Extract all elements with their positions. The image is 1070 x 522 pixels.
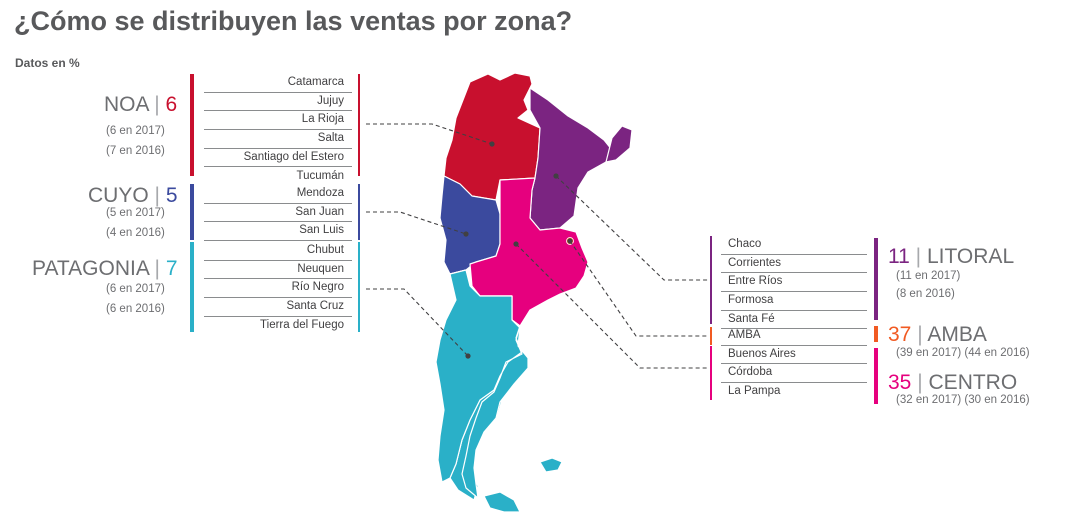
noa-value: 6 [165, 93, 178, 116]
centro-heading: 35 | CENTRO [888, 371, 1017, 395]
marker-cuyo [463, 231, 469, 237]
marker-centro [513, 241, 519, 247]
marker-litoral [553, 173, 559, 179]
province-salta: Salta [204, 130, 352, 149]
litoral-2017: (11 en 2017) [896, 270, 961, 282]
centro-color-bar [874, 348, 878, 404]
amba-heading: 37 | AMBA [888, 323, 987, 347]
region-patagonia-main [435, 269, 529, 499]
province-chubut: Chubut [204, 242, 352, 261]
centro-bracket [710, 346, 712, 400]
patagonia-heading: PATAGONIA | 7 [32, 257, 178, 281]
page-title: ¿Cómo se distribuyen las ventas por zona… [14, 6, 573, 36]
noa-2017: (6 en 2017) [106, 125, 165, 137]
province-santa-cruz: Santa Cruz [204, 298, 352, 317]
province-corrientes: Corrientes [721, 255, 867, 274]
noa-separator: | [154, 93, 160, 116]
marker-noa [489, 141, 495, 147]
region-litoral [529, 87, 613, 231]
connector-patagonia [366, 288, 469, 357]
cuyo-name: CUYO [88, 184, 149, 207]
province-tierra-del-fuego: Tierra del Fuego [260, 318, 344, 331]
centro-name: CENTRO [928, 371, 1018, 394]
province-buenos-aires: Buenos Aires [721, 346, 867, 365]
province-tucuman: Tucumán [296, 169, 344, 182]
connector-litoral [555, 175, 708, 281]
province-chaco: Chaco [721, 236, 867, 255]
connector-noa [366, 123, 493, 145]
region-malvinas [539, 457, 563, 473]
litoral-value: 11 [888, 245, 910, 268]
amba-bracket [710, 327, 712, 345]
province-formosa: Formosa [721, 292, 867, 311]
patagonia-2017: (6 en 2017) [106, 283, 165, 295]
patagonia-2016: (6 en 2016) [106, 303, 165, 315]
province-rio-negro: Río Negro [204, 279, 352, 299]
province-san-luis: San Luis [204, 222, 352, 242]
patagonia-name: PATAGONIA [32, 257, 149, 280]
litoral-2016: (8 en 2016) [896, 288, 955, 300]
data-unit-note: Datos en % [15, 56, 80, 70]
province-neuquen: Neuquen [204, 261, 352, 280]
province-santa-fe: Santa Fé [721, 311, 867, 330]
centro-years: (32 en 2017) (30 en 2016) [896, 394, 1030, 406]
province-entre-rios: Entre Ríos [721, 273, 867, 293]
province-cordoba: Córdoba [721, 364, 867, 383]
province-jujuy: Jujuy [204, 93, 352, 112]
noa-2016: (7 en 2016) [106, 145, 165, 157]
noa-bracket [358, 74, 360, 176]
patagonia-separator: | [154, 257, 161, 280]
connector-amba [569, 240, 708, 337]
cuyo-separator: | [154, 184, 160, 207]
region-misiones [605, 125, 633, 163]
region-centro [469, 177, 589, 327]
province-la-rioja: La Rioja [204, 111, 352, 131]
cuyo-2016: (4 en 2016) [106, 227, 165, 239]
centro-value: 35 [888, 371, 912, 394]
marker-amba [567, 238, 573, 244]
connector-centro [515, 243, 708, 369]
amba-color-bar [874, 326, 878, 342]
noa-color-bar [190, 74, 194, 176]
litoral-name: LITORAL [926, 245, 1015, 268]
litoral-bracket [710, 236, 712, 324]
province-mendoza: Mendoza [204, 185, 352, 204]
amba-value: 37 [888, 323, 912, 346]
province-san-juan: San Juan [204, 204, 352, 223]
litoral-separator: | [915, 245, 922, 268]
amba-years: (39 en 2017) (44 en 2016) [896, 347, 1030, 359]
litoral-heading: 11 | LITORAL [888, 245, 1014, 269]
province-amba: AMBA [721, 327, 867, 346]
province-la-pampa: La Pampa [728, 384, 781, 397]
marker-patagonia [465, 353, 471, 359]
patagonia-color-bar [190, 242, 194, 332]
cuyo-bracket [358, 184, 360, 240]
province-santiago-del-estero: Santiago del Estero [204, 149, 352, 168]
noa-name: NOA [104, 93, 149, 116]
cuyo-2017: (5 en 2017) [106, 207, 165, 219]
province-catamarca: Catamarca [204, 74, 352, 93]
patagonia-bracket [358, 242, 360, 332]
centro-separator: | [917, 371, 923, 394]
litoral-color-bar [874, 238, 878, 320]
noa-heading: NOA | 6 [104, 93, 177, 117]
cuyo-heading: CUYO | 5 [88, 184, 178, 208]
cuyo-color-bar [190, 184, 194, 240]
patagonia-value: 7 [165, 257, 178, 280]
region-tierra-del-fuego [483, 491, 521, 513]
cuyo-value: 5 [165, 184, 178, 207]
amba-name: AMBA [927, 323, 987, 346]
amba-separator: | [917, 323, 923, 346]
connector-cuyo [366, 211, 467, 235]
